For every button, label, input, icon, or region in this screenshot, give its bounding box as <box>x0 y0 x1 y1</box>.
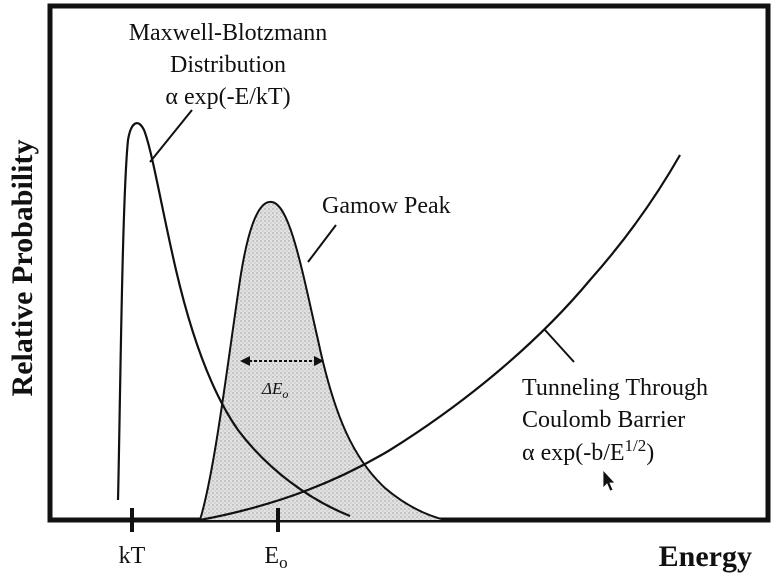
mb-label-line3: α exp(-E/kT) <box>165 84 290 110</box>
plot-frame <box>47 3 771 523</box>
tunnel-label-line2: Coulomb Barrier <box>522 407 685 433</box>
x-axis-title: Energy <box>659 540 752 573</box>
tick-label-e0: Eo <box>264 543 287 572</box>
delta-e-arrow <box>240 356 324 366</box>
maxwell-boltzmann-curve <box>116 122 351 518</box>
gamow-label: Gamow Peak <box>322 193 451 219</box>
delta-e-label: ΔEo <box>261 379 288 401</box>
mouse-pointer-icon <box>602 468 616 492</box>
mb-label-line1: Maxwell-Blotzmann <box>129 20 328 46</box>
tunnel-label-line3: α exp(-b/E1/2) <box>522 436 654 466</box>
gamow-peak-curve <box>199 200 446 521</box>
mb-leader-line <box>149 109 193 163</box>
mb-label-line2: Distribution <box>170 52 286 78</box>
tunnel-label-line1: Tunneling Through <box>522 375 708 401</box>
gamow-leader-line <box>307 224 337 263</box>
tick-label-kt: kT <box>119 543 146 569</box>
tunnel-leader-line <box>544 329 575 363</box>
tunneling-curve <box>199 154 681 522</box>
y-axis-title: Relative Probability <box>6 140 39 397</box>
